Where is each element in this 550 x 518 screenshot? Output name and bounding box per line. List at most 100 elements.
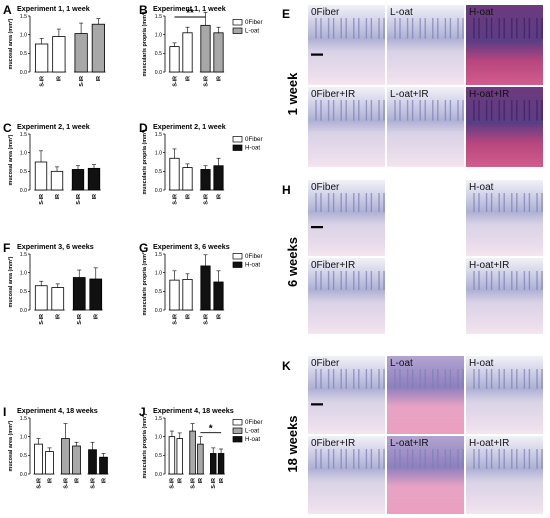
crypt-mark (327, 100, 335, 121)
crypt-mark (378, 369, 385, 389)
bar (72, 277, 86, 311)
crypt-mark (536, 18, 543, 39)
chart-title: Experiment 1, 1 week (153, 4, 226, 13)
x-tick-label: IR (178, 478, 184, 483)
crypt-mark (327, 369, 335, 389)
crypt-mark (511, 18, 518, 39)
panel-label-h: H (282, 183, 291, 197)
significance-label: * (209, 424, 213, 435)
crypt-mark (511, 100, 518, 121)
micrograph-label: H-oat+IR (469, 89, 509, 100)
bar (213, 281, 224, 311)
crypt-mark (536, 100, 543, 121)
y-tick-label: 1.5 (20, 416, 27, 422)
x-tick-label: IR (216, 314, 222, 319)
micrograph-label: L-oat+IR (390, 89, 429, 100)
chart-panel-a: A Experiment 1, 1 week mucosal area (mm²… (3, 3, 106, 87)
crypt-mark (365, 369, 373, 389)
micrograph-label: 0Fiber (311, 7, 340, 18)
crypt-mark (327, 449, 335, 469)
bar (197, 443, 204, 475)
crypt-mark (394, 18, 401, 39)
chart-panel-i: I Experiment 4, 18 weeks mucosal area (m… (3, 405, 109, 489)
crypt-mark (498, 100, 505, 121)
bar (34, 443, 43, 475)
y-tick-label: 1.5 (155, 14, 162, 20)
micrograph-panel-k: K 18 weeks 0Fiber L-oat H-oat 0Fiber+IR L-oa… (282, 356, 543, 514)
y-tick-label: 0.5 (155, 169, 162, 175)
crypt-mark (378, 193, 385, 212)
x-tick-label: S-IR (203, 194, 209, 205)
crypt-mark (473, 271, 480, 290)
crypt-mark (315, 100, 322, 121)
y-axis-label: muscularis propria (mm²) (142, 250, 148, 315)
crypt-mark (353, 271, 360, 290)
y-tick-label: 1.0 (20, 150, 27, 156)
bar (200, 169, 211, 191)
y-axis-label: mucosal area (mm²) (8, 18, 14, 69)
x-tick-label: IR (74, 478, 80, 483)
y-tick-label: 0.5 (20, 51, 27, 57)
crypt-mark (444, 369, 452, 389)
crypt-mark (485, 271, 493, 290)
y-tick-label: 1.0 (155, 434, 162, 440)
crypt-mark (485, 100, 493, 121)
y-tick-label: 0.0 (155, 308, 162, 314)
crypt-mark (498, 193, 505, 212)
bar (34, 285, 48, 311)
y-tick-label: 1.0 (155, 150, 162, 156)
micrograph-tile (308, 180, 385, 256)
crypt-mark (498, 369, 505, 389)
crypt-mark (340, 18, 347, 39)
x-tick-label: S-IR (39, 76, 45, 87)
crypt-mark (394, 449, 401, 469)
x-tick-label: IR (185, 314, 191, 319)
crypt-mark (340, 449, 347, 469)
x-tick-label: S-IR (39, 314, 45, 325)
crypt-mark (378, 100, 385, 121)
chart-panel-d: D Experiment 2, 1 week muscularis propri… (139, 121, 263, 205)
crypt-mark (340, 369, 347, 389)
bar (52, 36, 66, 73)
panel-label-k: K (282, 359, 291, 373)
legend-label: 0Fiber (245, 136, 263, 143)
micrograph-label: H-oat+IR (469, 260, 509, 271)
y-tick-label: 0.5 (155, 289, 162, 295)
bar (88, 449, 97, 475)
x-tick-label: IR (56, 314, 62, 319)
crypt-mark (457, 369, 464, 389)
legend-swatch (232, 19, 243, 26)
x-tick-label: S-IR (63, 478, 69, 489)
crypt-mark (536, 449, 543, 469)
x-tick-label: S-IR (77, 314, 83, 325)
panel-label-d: D (139, 121, 148, 135)
crypt-mark (432, 369, 439, 389)
x-tick-label: S-IR (172, 76, 178, 87)
x-tick-label: IR (216, 76, 222, 81)
micrograph-panel-e: E 1 week 0Fiber L-oat H-oat 0Fiber+IR L-oat+… (282, 5, 543, 167)
legend-label: H-oat (245, 436, 260, 443)
crypt-mark (365, 18, 373, 39)
crypt-mark (432, 449, 439, 469)
row-label: 1 week (285, 72, 300, 115)
y-axis-label: mucosal area (mm²) (8, 134, 14, 185)
chart-panel-g: G Experiment 3, 6 weeks muscularis propr… (139, 241, 263, 325)
y-tick-label: 0.5 (155, 51, 162, 57)
micrograph-label: L-oat+IR (390, 438, 429, 449)
x-tick-label: S-IR (170, 478, 176, 489)
y-axis-label: muscularis propria (mm²) (142, 413, 148, 478)
crypt-mark (444, 18, 452, 39)
crypt-mark (485, 193, 493, 212)
bar (182, 167, 193, 191)
crypt-mark (406, 449, 414, 469)
bar (213, 32, 224, 73)
x-tick-label: S-IR (190, 478, 196, 489)
crypt-mark (378, 18, 385, 39)
crypt-mark (511, 271, 518, 290)
bar (45, 451, 54, 475)
panel-label-e: E (282, 7, 290, 21)
bar (91, 23, 105, 73)
y-tick-label: 1.5 (20, 252, 27, 258)
crypt-mark (315, 369, 322, 389)
chart-panel-c: C Experiment 2, 1 week mucosal area (mm²… (3, 121, 101, 205)
